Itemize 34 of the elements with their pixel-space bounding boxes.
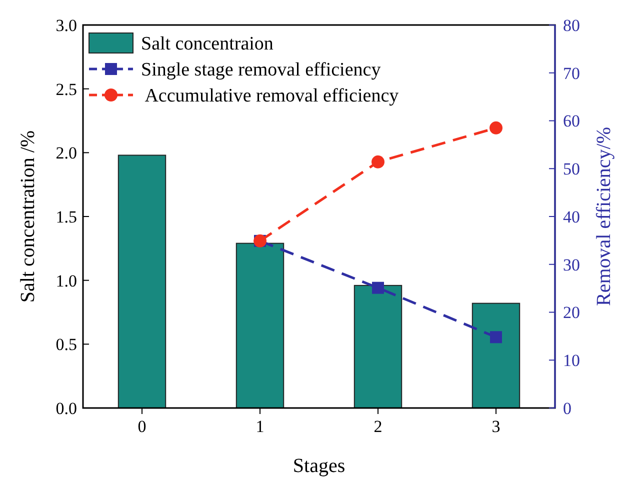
point xyxy=(490,121,502,134)
y2-tick-label: 30 xyxy=(563,255,580,274)
y2-tick-label: 70 xyxy=(563,64,580,83)
y-tick-label: 2.0 xyxy=(56,144,77,163)
bar xyxy=(472,302,520,408)
y-tick-label: 3.0 xyxy=(56,16,77,35)
y-tick-label: 1.0 xyxy=(56,271,77,290)
y2-tick-label: 0 xyxy=(563,398,572,418)
point xyxy=(372,155,384,168)
y2-tick-label: 50 xyxy=(563,160,580,179)
legend-label: Salt concentraion xyxy=(141,34,274,55)
y2-tick-label: 10 xyxy=(563,351,580,370)
x-tick-label: 3 xyxy=(492,417,500,436)
y2-tick-label: 60 xyxy=(563,112,580,131)
x-axis-title: Stages xyxy=(292,455,346,477)
x-tick-label: 0 xyxy=(138,417,146,436)
y-tick-label: 0.5 xyxy=(56,335,77,354)
legend-label: Accumulative removal efficiency xyxy=(141,86,400,107)
y-tick-label: 0.0 xyxy=(56,398,77,418)
y2-tick-label: 40 xyxy=(563,207,580,226)
y2-tick-label: 80 xyxy=(563,16,580,35)
x-tick-label: 1 xyxy=(256,417,264,436)
x-tick-label: 2 xyxy=(374,417,382,436)
y2-tick-label: 20 xyxy=(563,303,580,322)
y2-axis-title: Removal efficiency/% xyxy=(593,126,615,306)
y-axis-title: Salt concentration /% xyxy=(17,130,39,303)
point xyxy=(372,282,384,294)
y-tick-label: 2.5 xyxy=(56,80,77,99)
bar xyxy=(118,154,166,408)
y-tick-label: 1.5 xyxy=(56,207,77,226)
point xyxy=(490,331,502,344)
bar xyxy=(236,242,284,408)
bar xyxy=(354,284,402,408)
legend-label: Single stage removal efficiency xyxy=(141,60,382,81)
